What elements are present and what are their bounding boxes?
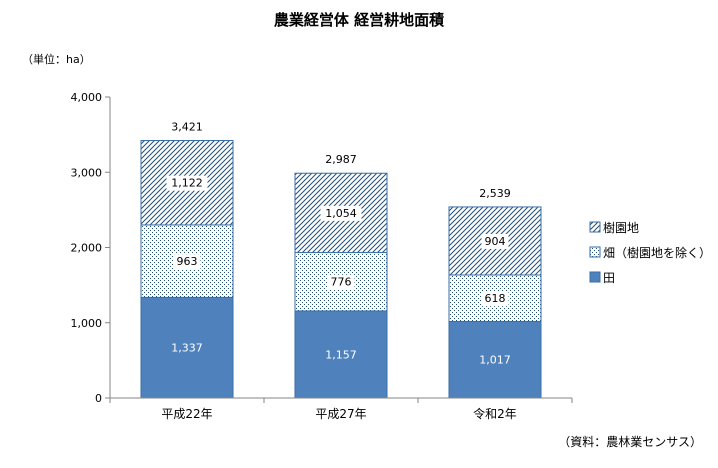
- data-label-background: [481, 233, 509, 249]
- source-note: （資料：農林業センサス）: [558, 435, 702, 449]
- data-label: 1,054: [325, 207, 357, 220]
- x-axis: 平成22年 平成27年 令和2年: [109, 397, 573, 421]
- y-tick-label: 0: [95, 392, 102, 405]
- data-label: 1,337: [171, 342, 203, 355]
- legend-label: 田: [603, 271, 615, 285]
- data-label: 904: [485, 235, 506, 248]
- legend-label: 畑（樹園地を除く）: [603, 245, 711, 260]
- y-tick-label: 3,000: [71, 166, 103, 179]
- data-label: 1,157: [325, 348, 357, 361]
- bar-segment: [448, 320, 542, 399]
- y-tick-label: 1,000: [71, 317, 103, 330]
- y-tick-label: 4,000: [71, 91, 103, 104]
- data-label-background: [327, 274, 355, 290]
- x-category-label: 平成22年: [161, 407, 212, 421]
- data-label: 963: [177, 255, 198, 268]
- bar-segment: [294, 172, 388, 254]
- data-label-background: [173, 254, 201, 270]
- total-label: 3,421: [171, 120, 203, 133]
- chart-title: 農業経営体 経営耕地面積: [274, 11, 445, 29]
- x-category-label: 平成27年: [315, 407, 366, 421]
- total-label: 2,539: [479, 187, 511, 200]
- bars: 1,337 963 1,122 3,421 1,157 776 1,054 2,987 1,01…: [140, 120, 542, 399]
- data-label-background: [481, 291, 509, 307]
- data-label: 1,122: [171, 177, 203, 190]
- data-label: 1,017: [479, 354, 511, 367]
- x-category-label: 令和2年: [473, 406, 517, 421]
- data-label-background: [320, 205, 362, 221]
- data-label-background: [166, 175, 208, 191]
- unit-label: （単位：ha）: [22, 52, 91, 66]
- y-tick-label: 2,000: [71, 242, 103, 255]
- data-label: 776: [331, 276, 352, 289]
- legend-swatch: [589, 271, 601, 283]
- y-axis: 0 1,000 2,000 3,000 4,000: [71, 91, 111, 405]
- data-label: 618: [485, 292, 506, 305]
- legend-swatch: [589, 246, 601, 258]
- total-label: 2,987: [325, 153, 357, 166]
- legend-label: 樹園地: [603, 221, 639, 235]
- legend-swatch: [589, 221, 601, 233]
